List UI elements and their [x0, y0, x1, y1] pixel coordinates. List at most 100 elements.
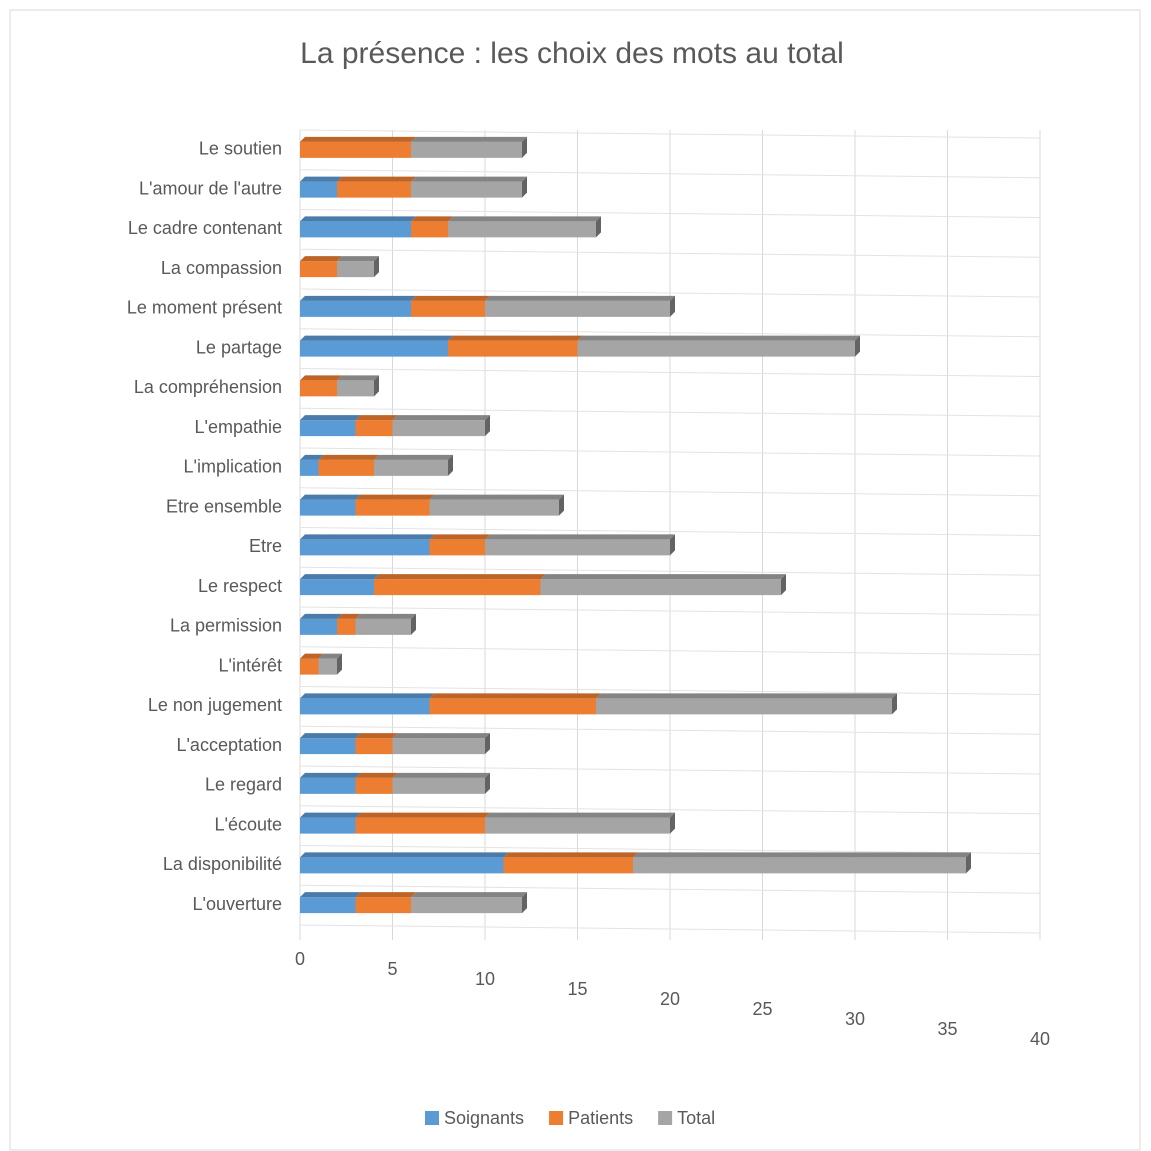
bar-segment	[429, 534, 490, 556]
bar-top	[300, 335, 453, 341]
bar-top	[485, 534, 675, 540]
legend-label: Total	[677, 1108, 715, 1128]
bar-segment	[411, 216, 453, 238]
bar-segment	[485, 812, 675, 834]
bar-top	[300, 256, 342, 262]
bar-face	[392, 738, 485, 755]
bar-side	[966, 852, 971, 874]
bar-segment	[633, 852, 971, 874]
bar-face	[318, 459, 374, 476]
bar-side	[596, 216, 601, 238]
legend-swatch	[425, 1111, 439, 1125]
bar-face	[448, 221, 596, 238]
bar-face	[355, 777, 393, 794]
legend-swatch	[549, 1111, 564, 1125]
bar-segment	[300, 454, 324, 476]
y-tick-label: L'implication	[184, 457, 282, 477]
bar-face	[374, 579, 541, 596]
grid-line-horizontal	[299, 924, 1041, 934]
bar-top	[411, 136, 527, 142]
bar-top	[633, 852, 971, 858]
bar-side	[374, 375, 379, 397]
bar-top	[300, 534, 435, 540]
grid-line-horizontal	[299, 248, 1041, 258]
bar-top	[300, 693, 435, 699]
grid-line-horizontal	[299, 566, 1041, 576]
bar-top	[300, 852, 509, 858]
bar-segment	[411, 892, 527, 914]
bar-segment	[392, 733, 490, 755]
bar-segment	[596, 693, 897, 715]
grid-line-horizontal	[299, 884, 1041, 894]
bar-side	[670, 295, 675, 317]
bar-segment	[300, 375, 342, 397]
grid-line-horizontal	[299, 447, 1041, 457]
bar-segment	[300, 733, 361, 755]
grid-line-horizontal	[299, 328, 1041, 338]
bar-top	[355, 415, 398, 421]
bar-face	[300, 539, 430, 556]
bar-top	[337, 176, 416, 182]
y-tick-label: Le non jugement	[148, 695, 282, 715]
bar-top	[355, 892, 416, 898]
bar-face	[429, 698, 596, 715]
bar-face	[355, 420, 393, 437]
bar-face	[485, 300, 670, 317]
bar-segment	[355, 613, 416, 635]
legend-label: Soignants	[444, 1108, 524, 1128]
bar-segment	[300, 295, 416, 317]
bar-face	[485, 539, 670, 556]
grid-line-horizontal	[299, 288, 1041, 298]
bar-face	[337, 261, 374, 278]
bar-top	[300, 613, 342, 619]
x-tick-label: 30	[845, 1009, 865, 1029]
bar-segment	[355, 812, 490, 834]
bar-top	[485, 295, 675, 301]
bar-top	[300, 216, 416, 222]
bar-face	[300, 420, 356, 437]
bar-segment	[300, 176, 342, 198]
grid-line-horizontal	[299, 407, 1041, 417]
bar-segment	[300, 613, 342, 635]
bar-segment	[318, 454, 379, 476]
bar-face	[503, 857, 633, 874]
bar-top	[300, 892, 361, 898]
bar-face	[355, 738, 393, 755]
y-tick-label: L'intérêt	[219, 655, 282, 675]
bar-side	[485, 415, 490, 437]
grid-line-horizontal	[299, 368, 1041, 377]
bar-side	[374, 256, 379, 278]
bar-top	[318, 454, 379, 460]
bar-face	[300, 459, 319, 476]
y-tick-label: Le partage	[196, 337, 282, 357]
bar-side	[522, 892, 527, 914]
bar-side	[522, 176, 527, 198]
bar-face	[596, 698, 892, 715]
grid-line-horizontal	[299, 646, 1041, 656]
bar-top	[300, 812, 361, 818]
bar-segment	[448, 335, 583, 357]
bar-face	[300, 738, 356, 755]
bar-side	[892, 693, 897, 715]
grid-line-horizontal	[299, 765, 1041, 775]
bar-side	[448, 454, 453, 476]
bar-top	[374, 454, 453, 460]
bar-top	[577, 335, 860, 341]
bar-face	[374, 459, 448, 476]
bar-segment	[374, 574, 546, 596]
bar-top	[300, 176, 342, 182]
bar-top	[300, 295, 416, 301]
bar-face	[429, 539, 485, 556]
bar-segment	[429, 494, 564, 516]
bar-segment	[337, 256, 379, 278]
bar-segment	[392, 415, 490, 437]
bar-top	[429, 534, 490, 540]
bar-side	[337, 653, 342, 675]
grid-line-horizontal	[299, 725, 1041, 735]
bar-top	[355, 812, 490, 818]
bar-face	[411, 221, 448, 238]
bar-face	[337, 380, 374, 397]
bar-top	[411, 216, 453, 222]
chart-title: La présence : les choix des mots au tota…	[300, 37, 844, 70]
bar-top	[337, 613, 361, 619]
